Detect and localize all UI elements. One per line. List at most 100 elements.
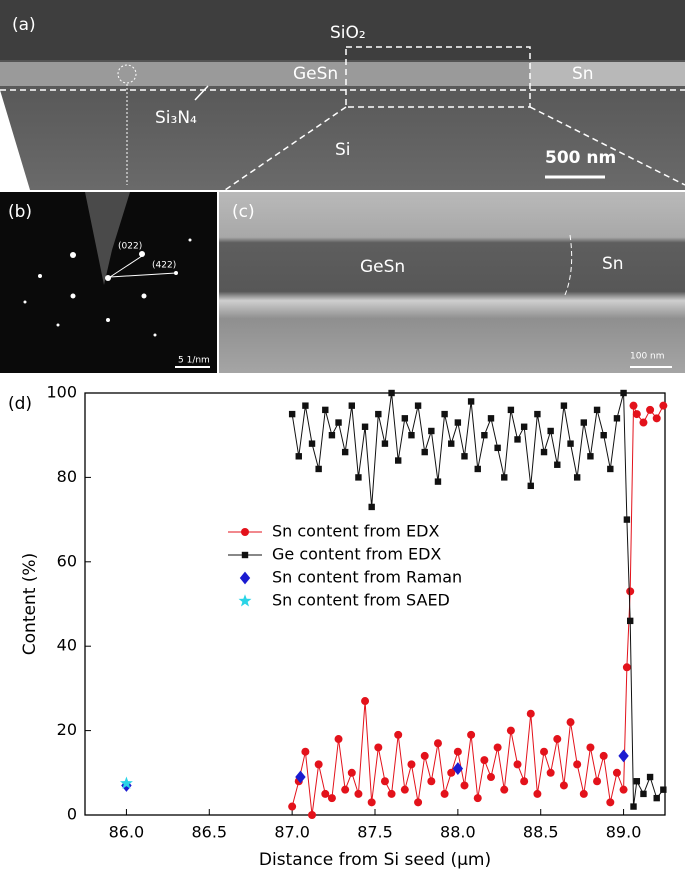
label: SiO₂ <box>330 23 366 43</box>
marker <box>613 415 621 422</box>
saed-spot <box>117 64 137 84</box>
panel-a: (a) SiO₂ GeSn Sn Si₃N₄ Si 500 nm <box>0 0 685 191</box>
marker <box>421 448 428 456</box>
marker <box>408 432 415 439</box>
legend-label: Sn content from SAED <box>272 591 450 610</box>
vector <box>109 255 143 278</box>
marker <box>341 448 349 456</box>
marker <box>381 440 389 447</box>
marker <box>573 474 581 481</box>
marker <box>513 760 522 769</box>
marker <box>428 427 435 435</box>
panel-label: (b) <box>8 202 32 222</box>
marker <box>612 768 621 777</box>
marker <box>302 402 309 409</box>
marker <box>619 785 628 794</box>
marker <box>487 773 495 782</box>
marker <box>301 747 310 756</box>
marker <box>433 739 442 748</box>
marker <box>640 790 647 798</box>
marker <box>328 432 336 439</box>
y-tick-label: 0 <box>67 805 77 824</box>
marker <box>348 402 355 409</box>
legend-marker <box>239 571 251 585</box>
marker <box>526 709 535 718</box>
marker <box>119 776 133 789</box>
y-tick-label: 40 <box>57 636 77 655</box>
scale-label: 100 nm <box>630 352 665 362</box>
marker <box>314 760 323 769</box>
marker <box>559 781 568 790</box>
marker <box>586 743 595 752</box>
marker <box>395 457 402 464</box>
marker <box>453 747 462 756</box>
marker <box>467 730 476 739</box>
x-tick-label: 89.0 <box>606 823 642 842</box>
marker <box>520 777 529 786</box>
marker <box>375 410 382 418</box>
marker <box>460 781 469 790</box>
x-tick-label: 88.5 <box>523 823 559 842</box>
marker <box>507 406 515 414</box>
marker <box>441 410 448 418</box>
x-axis-label: Distance from Si seed (µm) <box>259 850 491 870</box>
marker <box>474 465 481 473</box>
marker <box>335 419 342 426</box>
marker <box>553 735 562 744</box>
marker <box>534 410 541 418</box>
marker <box>593 777 602 786</box>
sn-layer <box>530 62 685 86</box>
marker <box>295 770 306 784</box>
marker <box>394 730 403 739</box>
panel-label: (a) <box>12 15 36 35</box>
chart: 0 20 40 60 80 100 86.0 86.5 87.0 87.5 88.0 88.5 89.0… <box>20 383 668 870</box>
x-tick-label: 86.0 <box>109 823 145 842</box>
marker <box>367 798 376 807</box>
interface <box>564 234 573 296</box>
marker <box>481 432 488 439</box>
marker <box>653 794 660 802</box>
marker <box>566 718 575 727</box>
marker <box>420 751 429 760</box>
marker <box>607 465 614 473</box>
marker <box>620 389 627 397</box>
marker <box>540 747 549 756</box>
marker <box>506 726 515 735</box>
marker <box>380 777 389 786</box>
marker <box>321 789 330 798</box>
marker <box>527 482 534 490</box>
arrow <box>194 85 209 101</box>
marker <box>593 406 601 414</box>
vector <box>109 272 177 278</box>
marker <box>434 478 442 485</box>
marker <box>308 811 317 819</box>
marker <box>341 785 350 794</box>
x-tick-label: 88.0 <box>440 823 476 842</box>
marker <box>623 516 631 523</box>
marker <box>473 794 482 803</box>
marker <box>493 743 502 752</box>
marker <box>288 410 296 418</box>
marker <box>494 444 501 452</box>
label: Sn <box>602 254 624 274</box>
marker <box>533 789 542 798</box>
marker <box>560 402 568 409</box>
marker <box>554 461 561 468</box>
marker <box>361 423 369 430</box>
zoom-line <box>224 106 347 191</box>
marker <box>355 474 362 481</box>
marker <box>600 432 607 439</box>
marker <box>622 663 631 672</box>
marker <box>374 743 383 752</box>
marker <box>646 405 655 414</box>
marker <box>540 448 548 456</box>
marker <box>447 768 456 777</box>
edge <box>0 90 30 190</box>
marker <box>288 802 297 811</box>
panel-label: (c) <box>232 202 255 222</box>
marker <box>520 423 528 430</box>
marker <box>639 418 648 427</box>
marker <box>480 756 489 765</box>
beam-stop <box>85 192 130 285</box>
